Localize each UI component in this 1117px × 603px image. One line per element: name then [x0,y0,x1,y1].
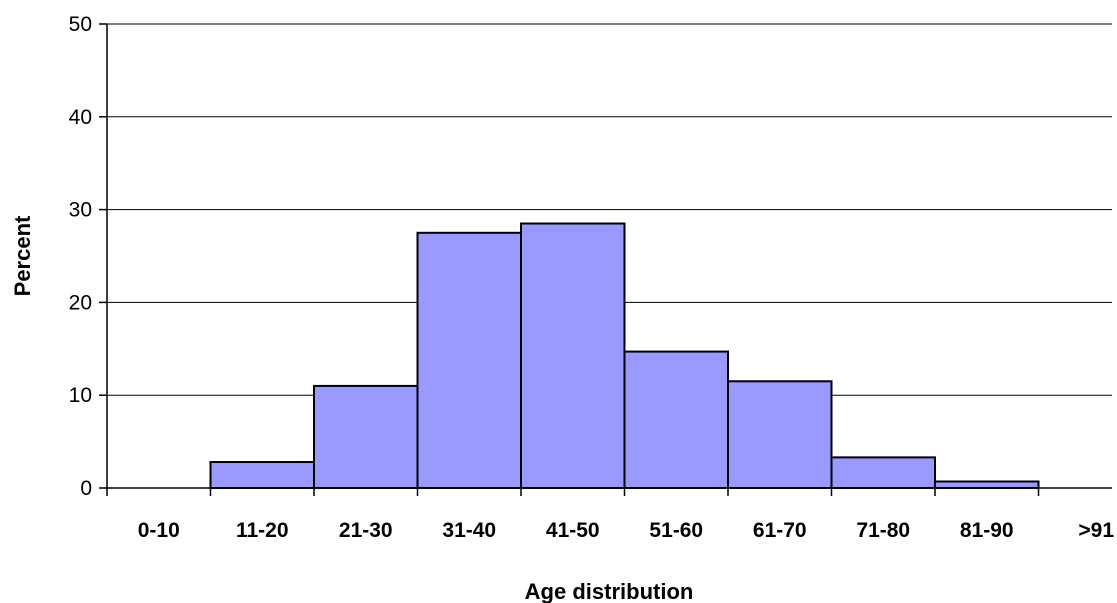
bars [209,222,1040,490]
y-tick-label-30: 30 [69,199,92,222]
x-category-label-41-50: 41-50 [546,519,600,542]
gridlines [107,23,1112,396]
y-tick-label-40: 40 [69,106,92,129]
bar-51-60 [623,350,729,490]
bar-61-70 [727,380,833,489]
y-tick-labels: 0 10 20 30 40 50 [69,13,107,500]
x-category-label-0-10: 0-10 [138,519,180,542]
axes [106,24,1112,489]
bar-71-80 [830,456,936,490]
x-category-label-51-60: 51-60 [649,519,703,542]
bar-31-40 [416,231,522,489]
x-category-label-11-20: 11-20 [236,519,289,542]
x-category-label-21-30: 21-30 [339,519,393,542]
y-tick-label-20: 20 [69,291,92,314]
x-axis-title: Age distribution [525,579,694,603]
x-category-label-71-80: 71-80 [856,519,910,542]
bar-21-30 [313,384,419,490]
y-tick-label-10: 10 [69,384,92,407]
x-category-label->91: >91 [1078,519,1114,542]
y-tick-label-0: 0 [80,477,92,500]
x-category-label-31-40: 31-40 [442,519,496,542]
x-category-label-61-70: 61-70 [753,519,807,542]
y-axis-title: Percent [10,215,35,296]
bar-11-20 [209,461,315,489]
x-tick-labels: 0-10 11-20 21-30 31-40 41-50 51-60 61-70 71-80 8… [106,488,1114,542]
y-tick-label-50: 50 [69,13,92,36]
x-category-label-81-90: 81-90 [960,519,1014,542]
bar-81-90 [934,480,1040,489]
bar-41-50 [520,222,626,490]
